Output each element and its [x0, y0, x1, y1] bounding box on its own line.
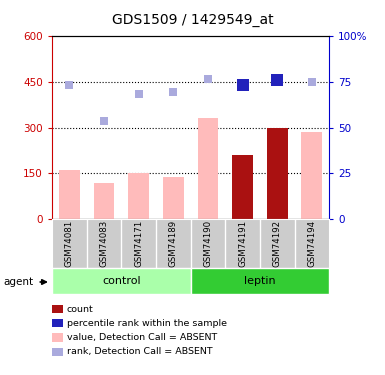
Text: GSM74171: GSM74171 [134, 220, 143, 267]
Text: count: count [67, 304, 93, 313]
Text: percentile rank within the sample: percentile rank within the sample [67, 319, 227, 328]
Text: control: control [102, 276, 141, 286]
Text: agent: agent [4, 277, 34, 287]
Bar [52, 268, 191, 294]
Text: rank, Detection Call = ABSENT: rank, Detection Call = ABSENT [67, 347, 212, 356]
Bar [267, 128, 288, 219]
Bar [301, 132, 322, 219]
Bar [191, 268, 329, 294]
Bar [128, 173, 149, 219]
Text: GDS1509 / 1429549_at: GDS1509 / 1429549_at [112, 13, 273, 27]
Bar [163, 177, 184, 219]
Text: GSM74194: GSM74194 [307, 220, 316, 267]
Bar [59, 170, 80, 219]
Text: GSM74190: GSM74190 [203, 220, 213, 267]
Text: GSM74083: GSM74083 [99, 220, 109, 267]
Bar [198, 118, 218, 219]
Text: leptin: leptin [244, 276, 276, 286]
Bar [94, 183, 114, 219]
Text: value, Detection Call = ABSENT: value, Detection Call = ABSENT [67, 333, 217, 342]
Text: GSM74192: GSM74192 [273, 220, 282, 267]
Text: GSM74081: GSM74081 [65, 220, 74, 267]
Text: GSM74191: GSM74191 [238, 220, 247, 267]
Text: GSM74189: GSM74189 [169, 220, 178, 267]
Bar [232, 155, 253, 219]
